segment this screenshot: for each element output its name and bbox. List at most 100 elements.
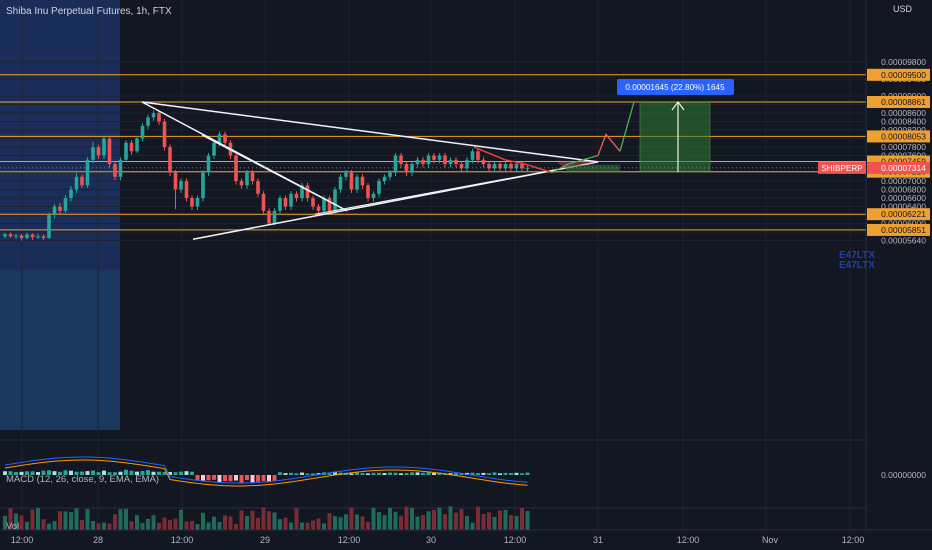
candle-body	[195, 198, 200, 207]
volume-bar	[305, 522, 310, 530]
macd-signal-line	[4, 459, 528, 487]
level-badge-label: 0.00009500	[881, 70, 926, 80]
candle-body	[25, 234, 29, 238]
candle-body	[217, 134, 222, 143]
volume-bar	[190, 521, 194, 530]
volume-bar	[338, 517, 343, 530]
macd-histogram-bar	[118, 471, 123, 475]
macd-histogram-bar	[371, 472, 376, 475]
x-tick-label: 12:00	[842, 535, 865, 545]
volume-bar	[509, 514, 513, 530]
volume-bar	[470, 522, 475, 530]
volume-bar	[113, 514, 117, 530]
macd-histogram-bar	[454, 473, 458, 475]
volume-bar	[283, 517, 288, 530]
candle-body	[173, 172, 178, 190]
y-tick-label: 0.00008400	[881, 117, 926, 127]
macd-histogram-bar	[107, 472, 112, 475]
macd-zero-label: 0.00000000	[881, 470, 926, 480]
price-axis	[866, 0, 932, 550]
macd-histogram-bar	[8, 471, 13, 475]
volume-bar	[135, 515, 139, 530]
candle-body	[96, 147, 101, 156]
macd-histogram-bar	[179, 471, 183, 475]
macd-histogram-bar	[25, 471, 29, 475]
volume-bar	[278, 519, 282, 530]
macd-histogram-bar	[223, 475, 227, 482]
candle-body	[371, 193, 376, 199]
candle-body	[151, 113, 156, 118]
candle-body	[245, 172, 249, 186]
volume-bar	[487, 512, 491, 530]
candle-body	[113, 164, 117, 177]
macd-histogram-bar	[283, 473, 288, 475]
x-tick-label: 12:00	[171, 535, 194, 545]
volume-bar	[333, 516, 337, 530]
candle-body	[63, 198, 68, 211]
macd-histogram-bar	[366, 473, 370, 475]
macd-histogram-bar	[36, 472, 40, 475]
macd-histogram-bar	[63, 470, 68, 475]
volume-bar	[102, 522, 106, 530]
macd-histogram-bar	[245, 475, 249, 481]
level-badge	[867, 223, 930, 236]
candle-body	[206, 155, 211, 173]
macd-histogram-bar	[96, 472, 101, 475]
volume-bar	[492, 516, 497, 530]
macd-histogram-bar	[256, 475, 260, 482]
candle-body	[85, 159, 90, 186]
volume-bar	[311, 520, 315, 530]
level-badge-label: 0.00007459	[881, 157, 926, 167]
candle-body	[311, 198, 315, 207]
macd-histogram-bar	[85, 471, 90, 475]
macd-histogram-bar	[289, 472, 293, 475]
candle-body	[30, 234, 35, 238]
candle-body	[102, 138, 106, 156]
volume-bar	[465, 516, 469, 530]
pattern-line-upper	[141, 101, 599, 163]
candle-body	[69, 189, 73, 199]
entry-zone	[566, 164, 620, 172]
current-price-badge	[867, 161, 930, 174]
candle-body	[421, 159, 425, 165]
candle-body	[118, 159, 123, 177]
macd-histogram-bar	[74, 471, 79, 475]
candle-body	[278, 198, 282, 211]
candle-body	[404, 164, 409, 173]
x-tick-label: 29	[260, 535, 270, 545]
y-tick-label: 0.00009800	[881, 57, 926, 67]
macd-histogram-bar	[432, 472, 436, 475]
candle-body	[289, 193, 293, 207]
candle-body	[514, 164, 519, 169]
macd-histogram-bar	[498, 473, 502, 475]
macd-histogram-bar	[173, 472, 178, 475]
candle-body	[19, 235, 24, 238]
candle-body	[355, 176, 359, 190]
macd-histogram-bar	[509, 473, 513, 475]
macd-histogram-bar	[58, 471, 62, 475]
macd-histogram-bar	[19, 471, 24, 475]
volume-bar	[52, 521, 57, 530]
x-tick-label: Nov	[762, 535, 779, 545]
candle-body	[52, 206, 57, 216]
y-tick-label: 0.00005640	[881, 236, 926, 246]
y-tick-label: 0.00006800	[881, 185, 926, 195]
volume-bar	[173, 518, 178, 530]
volume-bar	[481, 514, 486, 530]
macd-histogram-bar	[377, 472, 381, 475]
y-tick-label: 0.00007000	[881, 176, 926, 186]
volume-bar	[448, 506, 453, 530]
candle-body	[492, 164, 497, 169]
macd-histogram-bar	[195, 475, 200, 481]
symbol-badge	[818, 161, 866, 174]
candle-body	[377, 181, 381, 194]
candle-body	[525, 168, 530, 170]
macd-histogram-bar	[404, 473, 409, 475]
volume-bar	[124, 508, 128, 530]
projection-down	[473, 146, 553, 174]
macd-histogram-bar	[355, 472, 359, 475]
macd-histogram-bar	[316, 473, 321, 475]
volume-bar	[272, 512, 277, 530]
volume-bar	[47, 523, 51, 530]
